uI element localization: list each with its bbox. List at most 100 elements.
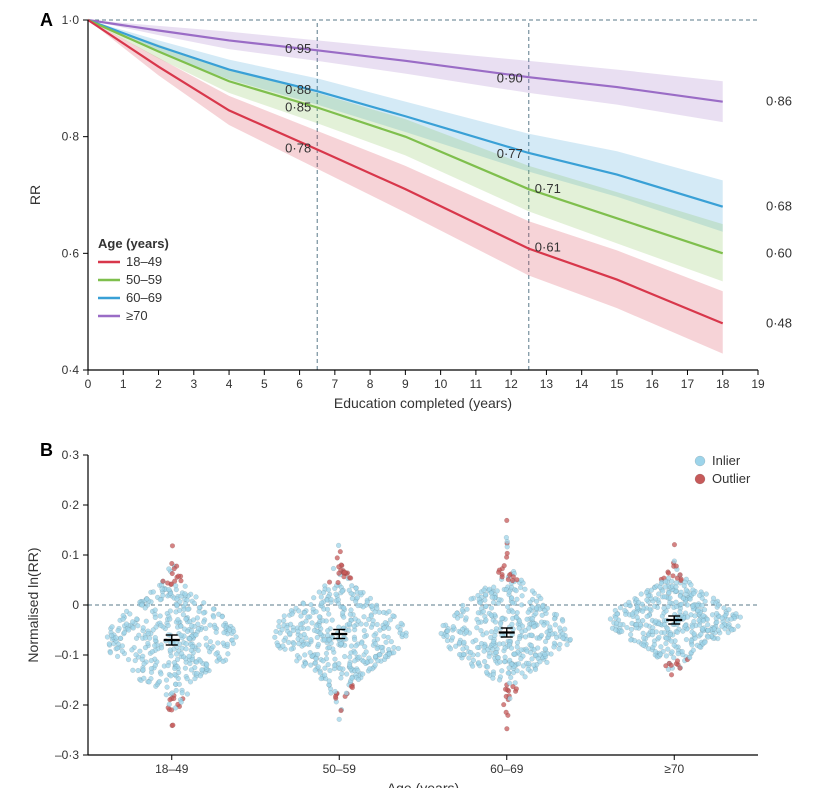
inlier-point: [530, 657, 535, 662]
inlier-point: [690, 604, 695, 609]
inlier-point: [203, 626, 208, 631]
inlier-point: [510, 622, 515, 627]
x-tick-label: 1: [120, 377, 127, 391]
inlier-point: [214, 630, 219, 635]
inlier-point: [158, 614, 163, 619]
inlier-point: [511, 610, 516, 615]
inlier-point: [662, 594, 667, 599]
outlier-point: [504, 555, 509, 560]
legend-title: Age (years): [98, 236, 169, 251]
inlier-point: [332, 586, 337, 591]
inlier-point: [662, 630, 667, 635]
inlier-point: [152, 643, 157, 648]
x-tick-label: 0: [85, 377, 92, 391]
inlier-point: [460, 603, 465, 608]
x-tick-label: 19: [751, 377, 765, 391]
inlier-point: [471, 658, 476, 663]
inlier-point: [289, 647, 294, 652]
inlier-point: [189, 648, 194, 653]
inlier-point: [457, 640, 462, 645]
inlier-point: [387, 609, 392, 614]
inlier-point: [482, 659, 487, 664]
inlier-point: [187, 636, 192, 641]
inlier-point: [525, 617, 530, 622]
inlier-point: [481, 588, 486, 593]
outlier-point: [172, 566, 177, 571]
inlier-point: [491, 585, 496, 590]
inlier-point: [381, 610, 386, 615]
inlier-point: [729, 628, 734, 633]
inlier-point: [365, 600, 370, 605]
inlier-point: [375, 637, 380, 642]
inlier-point: [541, 623, 546, 628]
inlier-point: [158, 623, 163, 628]
inlier-point: [216, 654, 221, 659]
inlier-point: [360, 672, 365, 677]
inlier-point: [671, 655, 676, 660]
inlier-point: [706, 628, 711, 633]
inlier-point: [288, 622, 293, 627]
outlier-point: [672, 542, 677, 547]
inlier-point: [736, 624, 741, 629]
inlier-point: [674, 600, 679, 605]
inlier-point: [464, 630, 469, 635]
inlier-point: [353, 617, 358, 622]
inlier-point: [316, 664, 321, 669]
inlier-point: [282, 614, 287, 619]
inlier-point: [314, 609, 319, 614]
inlier-point: [672, 643, 677, 648]
inlier-point: [489, 629, 494, 634]
inlier-point: [311, 595, 316, 600]
inlier-point: [280, 644, 285, 649]
inlier-point: [540, 613, 545, 618]
inlier-point: [652, 642, 657, 647]
inlier-point: [681, 596, 686, 601]
inlier-point: [664, 641, 669, 646]
inlier-point: [115, 654, 120, 659]
inlier-point: [115, 646, 120, 651]
inlier-point: [663, 585, 668, 590]
inlier-point: [657, 635, 662, 640]
legend-item-label: ≥70: [126, 308, 148, 323]
inlier-point: [509, 662, 514, 667]
inlier-point: [470, 664, 475, 669]
inlier-point: [701, 618, 706, 623]
inlier-point: [377, 628, 382, 633]
inlier-point: [305, 615, 310, 620]
inlier-point: [629, 627, 634, 632]
inlier-point: [562, 627, 567, 632]
y-tick-label: –0·2: [55, 698, 79, 712]
x-tick-label: 50–59: [323, 762, 357, 776]
inlier-point: [305, 641, 310, 646]
inlier-point: [386, 626, 391, 631]
inlier-point: [543, 639, 548, 644]
inlier-point: [499, 616, 504, 621]
inlier-point: [399, 621, 404, 626]
inlier-point: [526, 626, 531, 631]
inlier-point: [469, 597, 474, 602]
inlier-point: [697, 618, 702, 623]
outlier-point: [502, 563, 507, 568]
inlier-point: [502, 659, 507, 664]
legend-item-label: Outlier: [712, 471, 751, 486]
inlier-point: [534, 599, 539, 604]
inlier-point: [729, 617, 734, 622]
inlier-point: [540, 604, 545, 609]
y-tick-label: –0·1: [55, 648, 79, 662]
inlier-point: [698, 632, 703, 637]
inlier-point: [689, 582, 694, 587]
inlier-point: [682, 583, 687, 588]
inlier-point: [641, 643, 646, 648]
inlier-point: [153, 635, 158, 640]
inlier-point: [515, 668, 520, 673]
inlier-point: [344, 672, 349, 677]
inlier-point: [339, 671, 344, 676]
inlier-point: [130, 668, 135, 673]
inlier-point: [532, 624, 537, 629]
inlier-point: [494, 650, 499, 655]
inlier-point: [722, 605, 727, 610]
inlier-point: [517, 636, 522, 641]
inlier-point: [660, 589, 665, 594]
inlier-point: [310, 621, 315, 626]
inlier-point: [184, 641, 189, 646]
